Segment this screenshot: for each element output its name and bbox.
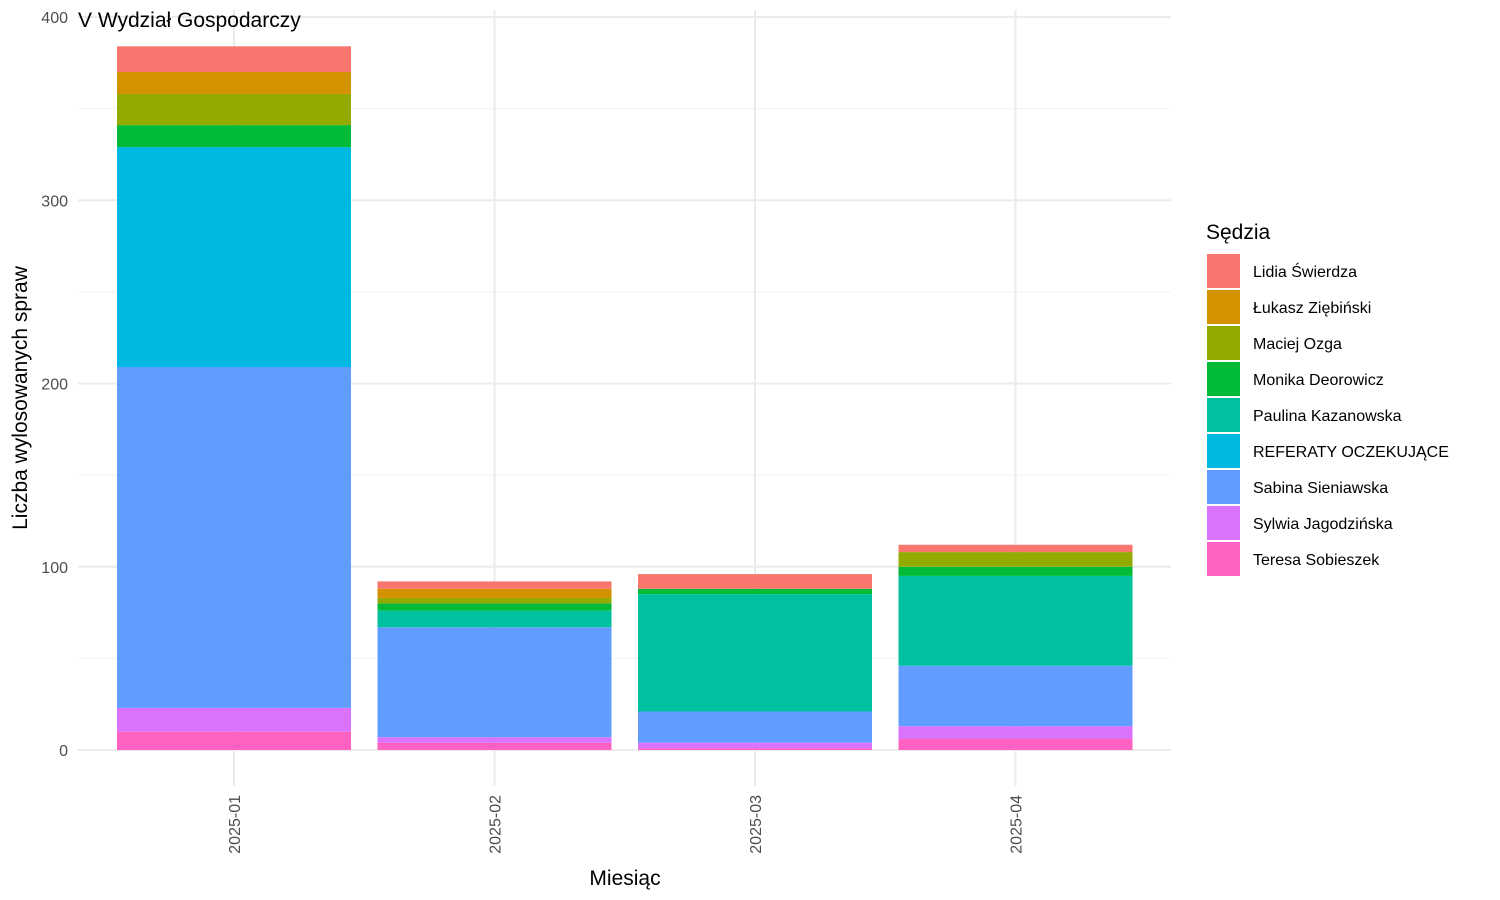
bar-segment — [898, 739, 1133, 750]
y-axis-title: Liczba wylosowanych spraw — [9, 265, 32, 530]
x-axis-ticks: 2025-01 2025-02 2025-03 2025-04 — [227, 795, 1026, 854]
legend-swatch — [1207, 362, 1240, 396]
bar-segment — [898, 566, 1133, 576]
legend-label: Lidia Świerdza — [1253, 262, 1357, 281]
y-tick-label: 200 — [41, 377, 68, 394]
bar-segment — [638, 588, 872, 595]
bar-segment — [377, 610, 612, 628]
legend-label: Paulina Kazanowska — [1253, 408, 1402, 425]
legend-swatch — [1207, 542, 1240, 576]
legend-label: Monika Deorowicz — [1253, 372, 1384, 389]
legend-label: Łukasz Ziębiński — [1253, 300, 1371, 317]
bar-segment — [117, 46, 351, 72]
bar-segment — [898, 726, 1133, 740]
legend-label: Teresa Sobieszek — [1253, 552, 1380, 569]
bar-segment — [377, 603, 612, 611]
bar-segment — [898, 665, 1133, 727]
y-tick-label: 100 — [41, 560, 68, 577]
bar-segment — [117, 367, 351, 708]
bars-layer — [117, 46, 1133, 750]
x-tick-label: 2025-03 — [748, 795, 765, 854]
bar-segment — [377, 627, 612, 738]
x-tick-label: 2025-02 — [488, 795, 505, 854]
y-tick-label: 300 — [41, 193, 68, 210]
legend-swatch — [1207, 254, 1240, 288]
legend: Sędzia Lidia Świerdza Łukasz Ziębiński Mac… — [1206, 221, 1449, 576]
x-axis-title: Miesiąc — [589, 867, 660, 890]
bar-segment — [638, 748, 872, 750]
bar-segment — [377, 581, 612, 589]
legend-label: Sylwia Jagodzińska — [1253, 516, 1393, 533]
bar-segment — [898, 552, 1133, 567]
bar-segment — [377, 742, 612, 750]
legend-swatch — [1207, 398, 1240, 432]
legend-swatch — [1207, 434, 1240, 468]
bar-segment — [377, 737, 612, 743]
bar-segment — [638, 574, 872, 589]
x-tick-label: 2025-01 — [227, 795, 244, 854]
bar-segment — [117, 707, 351, 732]
legend-label: REFERATY OCZEKUJĄCE — [1253, 444, 1449, 461]
y-axis-ticks: 0 100 200 300 400 — [41, 10, 68, 760]
bar-segment — [377, 597, 612, 604]
bar-segment — [117, 93, 351, 126]
chart-title: V Wydział Gospodarczy — [78, 9, 301, 32]
legend-label: Sabina Sieniawska — [1253, 480, 1388, 497]
bar-segment — [117, 731, 351, 750]
legend-swatch — [1207, 290, 1240, 324]
bar-segment — [898, 575, 1133, 666]
bar-segment — [898, 544, 1133, 553]
legend-label: Maciej Ozga — [1253, 336, 1342, 353]
legend-swatch — [1207, 470, 1240, 504]
x-tick-label: 2025-04 — [1009, 795, 1026, 854]
y-tick-label: 0 — [59, 743, 68, 760]
bar-segment — [117, 71, 351, 94]
bar-segment — [377, 588, 612, 598]
bar-segment — [638, 742, 872, 749]
bar-segment — [638, 594, 872, 712]
bar-segment — [117, 125, 351, 148]
y-tick-label: 400 — [41, 10, 68, 27]
bar-segment — [117, 147, 351, 368]
legend-swatch — [1207, 326, 1240, 360]
bar-segment — [638, 711, 872, 743]
legend-title: Sędzia — [1206, 221, 1271, 244]
legend-swatch — [1207, 506, 1240, 540]
